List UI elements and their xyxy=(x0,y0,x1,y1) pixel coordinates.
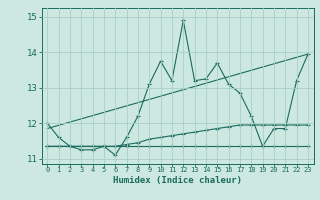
X-axis label: Humidex (Indice chaleur): Humidex (Indice chaleur) xyxy=(113,176,242,185)
